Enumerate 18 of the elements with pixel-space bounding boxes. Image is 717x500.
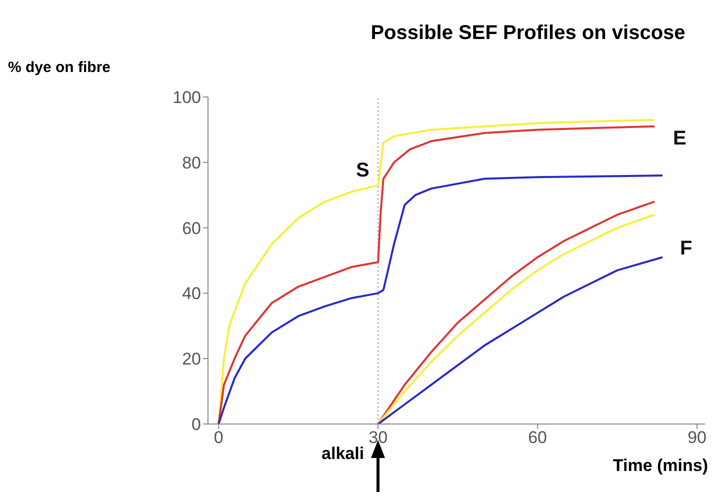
x-axis-title: Time (mins): [612, 456, 708, 476]
y-tick-label: 60: [182, 218, 201, 238]
x-tick-label: 30: [368, 428, 388, 448]
x-tick-label: 0: [214, 428, 224, 448]
y-tick-label: 100: [172, 88, 201, 108]
annotation: F: [680, 237, 692, 260]
y-tick-label: 40: [182, 284, 201, 304]
y-tick-label: 0: [192, 415, 201, 434]
y-tick-label: 20: [182, 350, 201, 369]
annotation: S: [356, 159, 370, 182]
x-tick-label: 60: [528, 428, 548, 448]
line-series: [377, 256, 664, 424]
y-axis-title: % dye on fibre: [8, 58, 112, 78]
chart-title: Possible SEF Profiles on viscose: [370, 22, 686, 45]
x-tick-label: 90: [688, 428, 706, 448]
y-tick-label: 80: [182, 153, 201, 172]
ref-line-label: alkali: [320, 444, 364, 464]
annotation: E: [673, 127, 686, 150]
